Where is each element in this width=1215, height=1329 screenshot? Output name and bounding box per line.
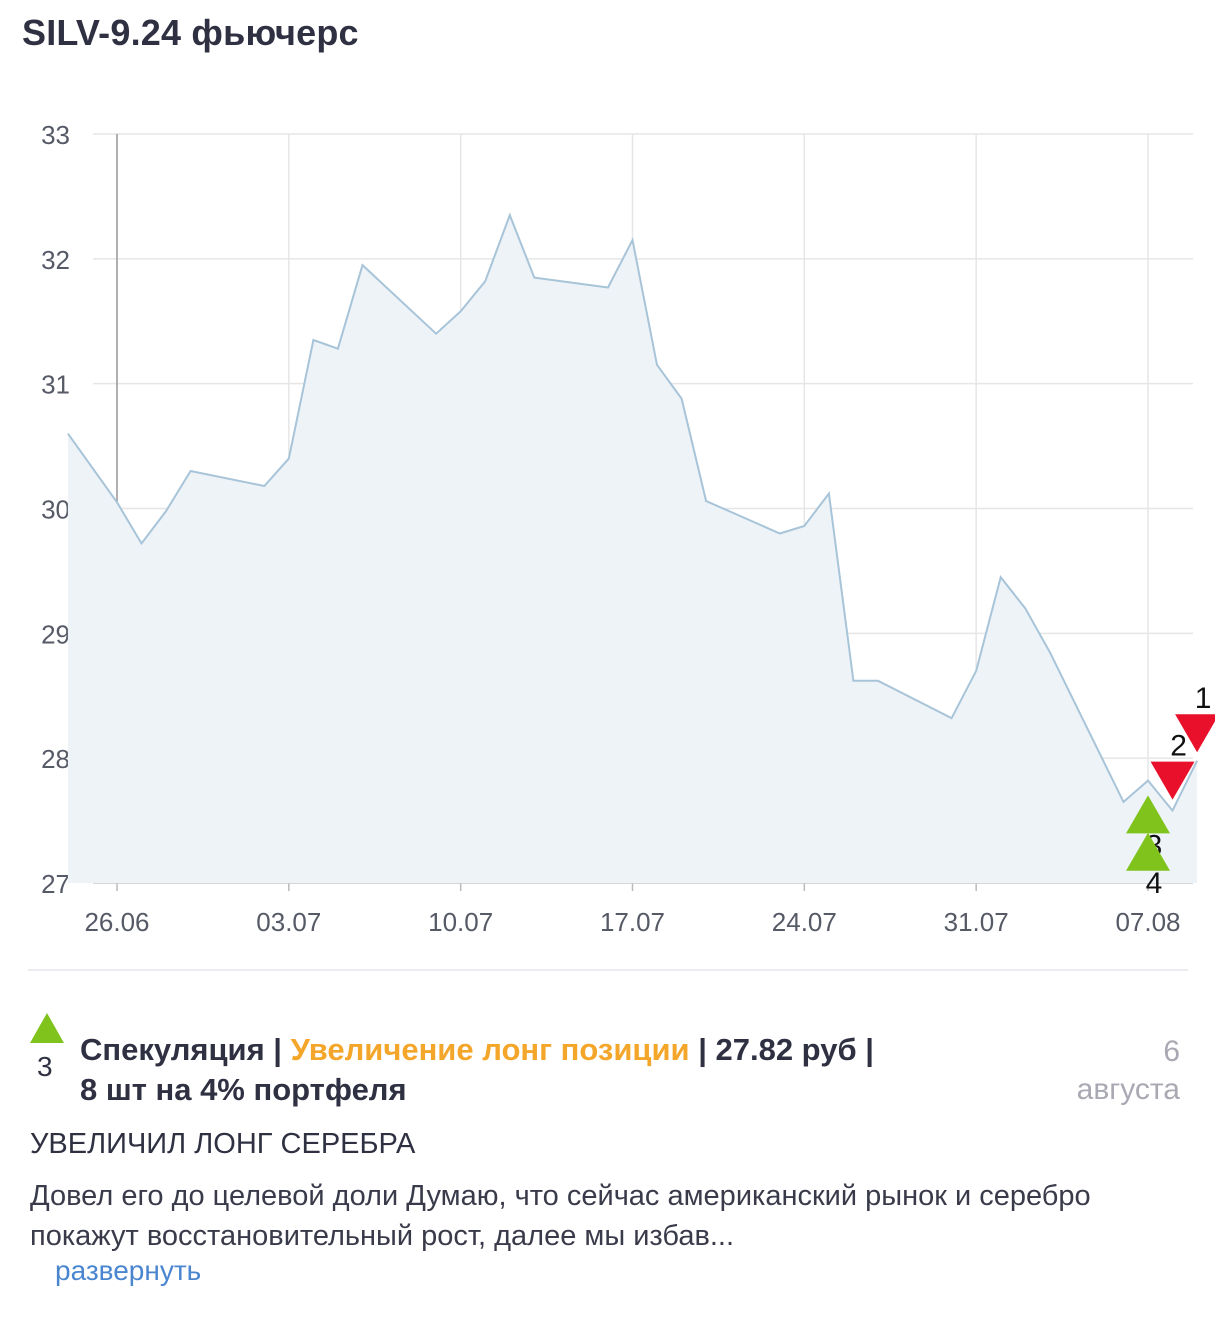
separator: |	[856, 1032, 874, 1067]
post-number: 3	[37, 1051, 53, 1082]
post-date-month: августа	[1076, 1073, 1180, 1106]
x-tick-label: 10.07	[428, 907, 493, 937]
x-tick-label: 07.08	[1115, 907, 1180, 937]
sell-marker	[1175, 714, 1215, 753]
post-text: Довел его до целевой доли Думаю, что сей…	[30, 1180, 1091, 1252]
post-category: Спекуляция	[80, 1032, 265, 1067]
trade-marker-label: 2	[1170, 730, 1187, 763]
separator: |	[689, 1032, 716, 1067]
post-date-day: 6	[1163, 1035, 1180, 1068]
price-line	[67, 212, 1198, 813]
y-tick-label: 31	[41, 370, 70, 400]
post-subtitle: УВЕЛИЧИЛ ЛОНГ СЕРЕБРА	[30, 1128, 416, 1160]
y-tick-label: 27	[41, 869, 70, 899]
x-tick-label: 17.07	[600, 907, 665, 937]
post-date: 6 августа	[1040, 1033, 1180, 1109]
y-tick-label: 30	[41, 495, 70, 525]
y-tick-label: 29	[41, 619, 70, 649]
price-chart[interactable]: 27 28 29 30 31 32 33 26.06 03.07 10.07 17.07 24.07 3…	[0, 100, 1215, 960]
divider	[28, 969, 1188, 971]
x-tick-label: 26.06	[84, 907, 149, 937]
post-price: 27.82 руб	[715, 1032, 857, 1067]
post-header: Спекуляция | Увеличение лонг позиции | 2…	[80, 1030, 1060, 1110]
y-tick-label: 33	[41, 120, 70, 150]
x-tick-label: 24.07	[772, 907, 837, 937]
triangle-up-icon	[30, 1013, 64, 1043]
post-action: Увеличение лонг позиции	[290, 1032, 690, 1067]
separator: |	[264, 1032, 291, 1067]
buy-marker	[1126, 795, 1170, 834]
page-title: SILV-9.24 фьючерс	[22, 12, 359, 53]
trade-marker-label: 1	[1195, 682, 1212, 715]
buy-marker	[1126, 832, 1170, 871]
x-tick-label: 03.07	[256, 907, 321, 937]
y-tick-label: 28	[41, 744, 70, 774]
post-action-badge: 3	[30, 1013, 66, 1095]
y-tick-label: 32	[41, 245, 70, 275]
price-area	[67, 215, 1198, 884]
expand-link[interactable]: развернуть	[55, 1255, 202, 1286]
trade-marker-label: 4	[1146, 867, 1163, 900]
x-tick-label: 31.07	[944, 907, 1009, 937]
post-quantity: 8 шт на 4% портфеля	[80, 1072, 407, 1107]
sell-marker	[1150, 761, 1195, 800]
